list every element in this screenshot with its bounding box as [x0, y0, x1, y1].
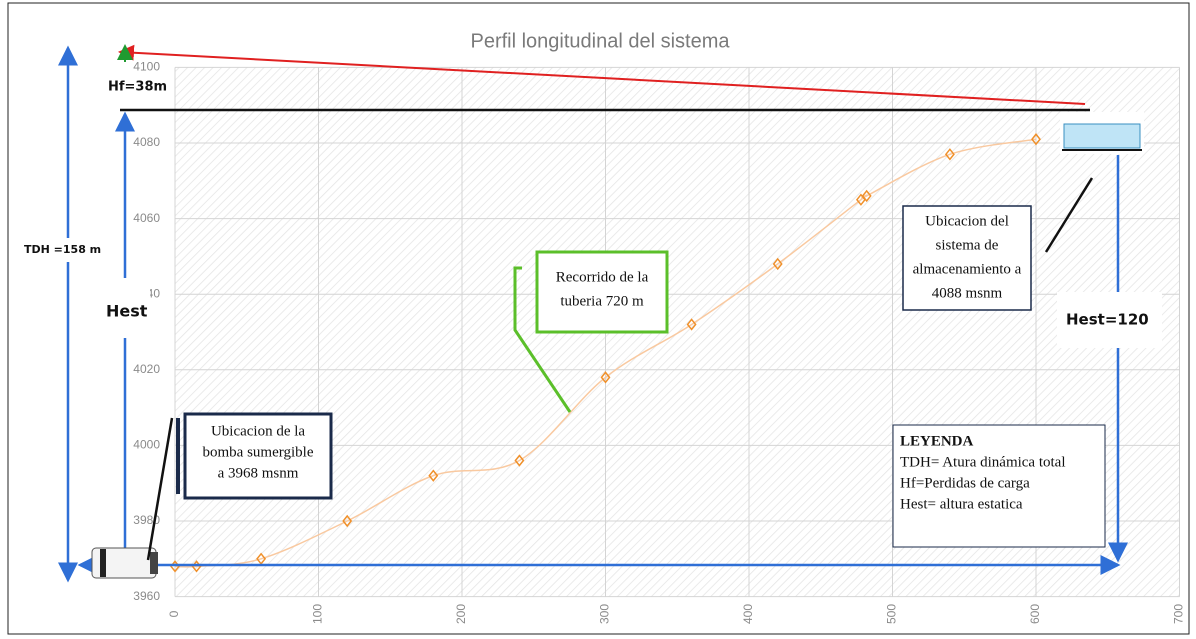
pump-part — [150, 552, 158, 574]
legend-text: Hf=Perdidas de carga — [900, 475, 1030, 491]
data-point — [428, 469, 439, 482]
legend-text: Hest= altura estatica — [900, 496, 1023, 512]
annotations: Perfil longitudinal del sistema Hf=38m T… — [20, 30, 1162, 583]
pipe-box — [535, 250, 669, 334]
y-tick-label: 3960 — [133, 589, 160, 603]
frame — [7, 2, 1190, 635]
hf-line — [118, 44, 1086, 105]
data-point — [861, 189, 872, 203]
hest-right-label: Hest=120 — [1066, 311, 1149, 329]
data-point — [772, 257, 783, 271]
pointer — [513, 266, 572, 413]
hest-bg — [104, 278, 150, 338]
data-point — [600, 371, 611, 384]
data-point — [514, 454, 525, 467]
data-point — [686, 318, 697, 331]
x-tick-label: 400 — [741, 604, 755, 624]
storage-text: almacenamiento a — [913, 261, 1022, 277]
tank — [1063, 123, 1141, 149]
pointer — [1044, 177, 1094, 253]
storage-text: 4088 msnm — [932, 285, 1003, 301]
storage-box — [902, 205, 1032, 311]
pointer — [146, 417, 174, 561]
tdh-label: TDH =158 m — [24, 243, 101, 256]
chart-title: Perfil longitudinal del sistema — [470, 30, 730, 52]
tdh-bg — [20, 238, 100, 262]
pump-text: Ubicacion de la — [211, 423, 305, 439]
pipe-text: tuberia 720 m — [560, 293, 644, 309]
pump-part — [100, 549, 106, 577]
data-point — [1031, 133, 1041, 146]
pump-text: a 3968 msnm — [218, 465, 299, 481]
storage-text: Ubicacion del — [925, 213, 1009, 229]
y-tick-label: 4100 — [133, 60, 160, 74]
data-point — [342, 514, 353, 528]
y-tick-label: 4080 — [133, 135, 160, 149]
hest-right-bg — [1057, 292, 1162, 348]
x-tick-label: 200 — [454, 604, 468, 624]
pump-box — [183, 412, 333, 500]
hest-label: Hest — [106, 302, 148, 321]
pump-text: bomba sumergible — [203, 444, 314, 460]
x-tick-label: 700 — [1172, 604, 1186, 624]
pipe-text: Recorrido de la — [556, 269, 649, 285]
legend-text: TDH= Atura dinámica total — [900, 454, 1066, 470]
profile-line — [174, 138, 1037, 568]
x-tick-label: 0 — [167, 610, 181, 617]
hf-label: Hf=38m — [108, 80, 167, 95]
legend-text: LEYENDA — [900, 433, 974, 449]
x-tick-label: 300 — [598, 604, 612, 624]
x-tick-label: 600 — [1028, 604, 1042, 624]
x-tick-label: 500 — [885, 604, 899, 624]
hf-bg — [84, 76, 130, 98]
y-tick-label: 4060 — [133, 211, 160, 225]
data-point — [944, 148, 955, 161]
legend-box — [892, 424, 1106, 548]
y-tick-label: 4000 — [133, 438, 160, 452]
storage-text: sistema de — [936, 237, 999, 253]
y-tick-label: 4020 — [133, 362, 160, 376]
x-tick-label: 100 — [311, 604, 325, 624]
